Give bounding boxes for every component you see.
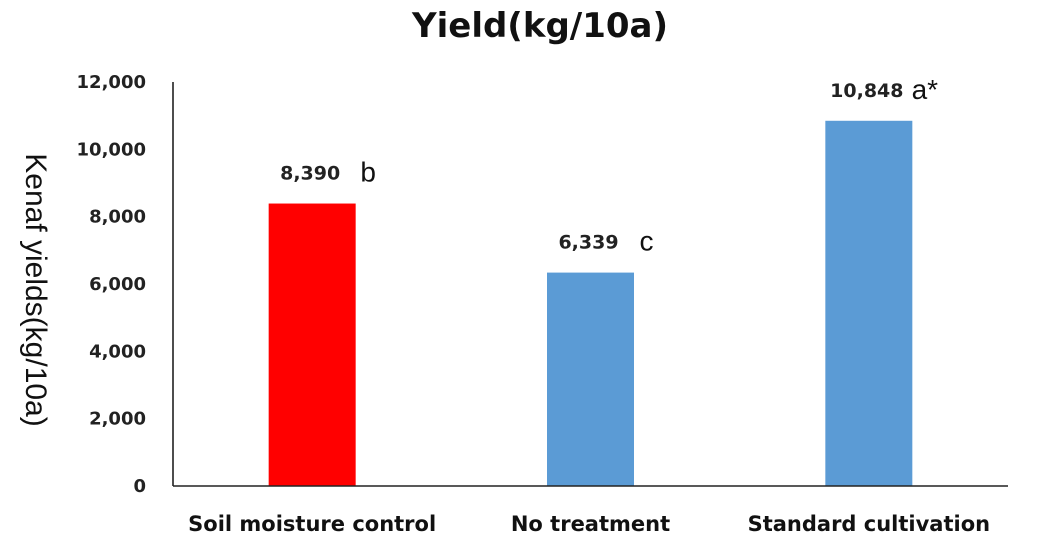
y-tick-label: 4,000 (89, 341, 146, 362)
y-tick-label: 8,000 (89, 207, 146, 228)
y-tick-label: 6,000 (89, 274, 146, 295)
x-category-label: No treatment (511, 512, 670, 536)
y-tick-label: 10,000 (77, 139, 146, 160)
bar (268, 203, 356, 486)
y-tick-label: 0 (133, 476, 146, 497)
chart-title: Yield(kg/10a) (411, 6, 668, 46)
significance-labels: b c a* (360, 74, 938, 257)
significance-letter: c (640, 226, 654, 257)
bar-value-label: 10,848 (830, 80, 903, 102)
x-category-label: Standard cultivation (748, 512, 991, 536)
value-labels: 8,390 6,339 10,848 (280, 80, 903, 254)
y-axis-tick-labels: 0 2,000 4,000 6,000 8,000 10,000 12,000 (77, 72, 146, 497)
x-axis-category-labels: Soil moisture control No treatment Standar… (188, 512, 990, 536)
bars (268, 120, 913, 486)
y-axis-label: Kenaf yields(kg/10a) (19, 153, 52, 427)
bar (825, 120, 913, 486)
bar (547, 272, 634, 486)
bar-value-label: 8,390 (280, 163, 340, 185)
significance-letter: b (360, 157, 376, 188)
bar-value-label: 6,339 (558, 232, 618, 254)
significance-letter: a* (912, 74, 939, 105)
y-tick-label: 12,000 (77, 72, 146, 93)
y-tick-label: 2,000 (89, 409, 146, 430)
x-category-label: Soil moisture control (188, 512, 436, 536)
